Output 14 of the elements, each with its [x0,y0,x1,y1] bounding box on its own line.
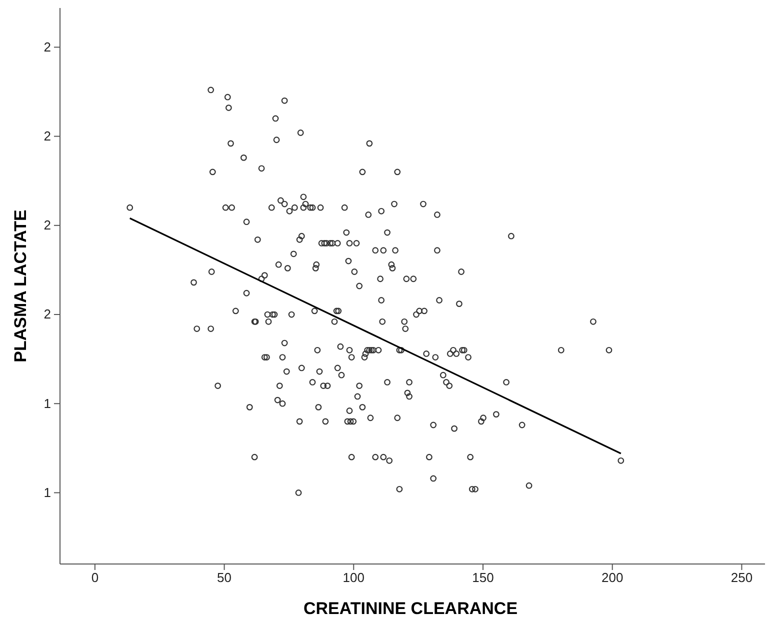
x-tick-label: 250 [730,570,753,586]
x-tick-label: 0 [91,570,99,586]
y-axis-title: PLASMA LACTATE [11,210,30,362]
y-tick-label: 1 [44,396,51,411]
y-tick-label: 2 [44,306,51,322]
x-axis-title: CREATININE CLEARANCE [303,599,518,618]
y-tick-label: 1 [44,484,51,500]
y-tick-label: 2 [44,218,51,233]
x-tick-label: 50 [217,570,232,586]
x-tick-label: 150 [472,570,494,586]
y-tick-label: 2 [44,128,51,144]
x-tick-label: 200 [602,570,624,586]
x-tick-label: 100 [342,570,364,586]
y-tick-label: 2 [44,39,51,54]
